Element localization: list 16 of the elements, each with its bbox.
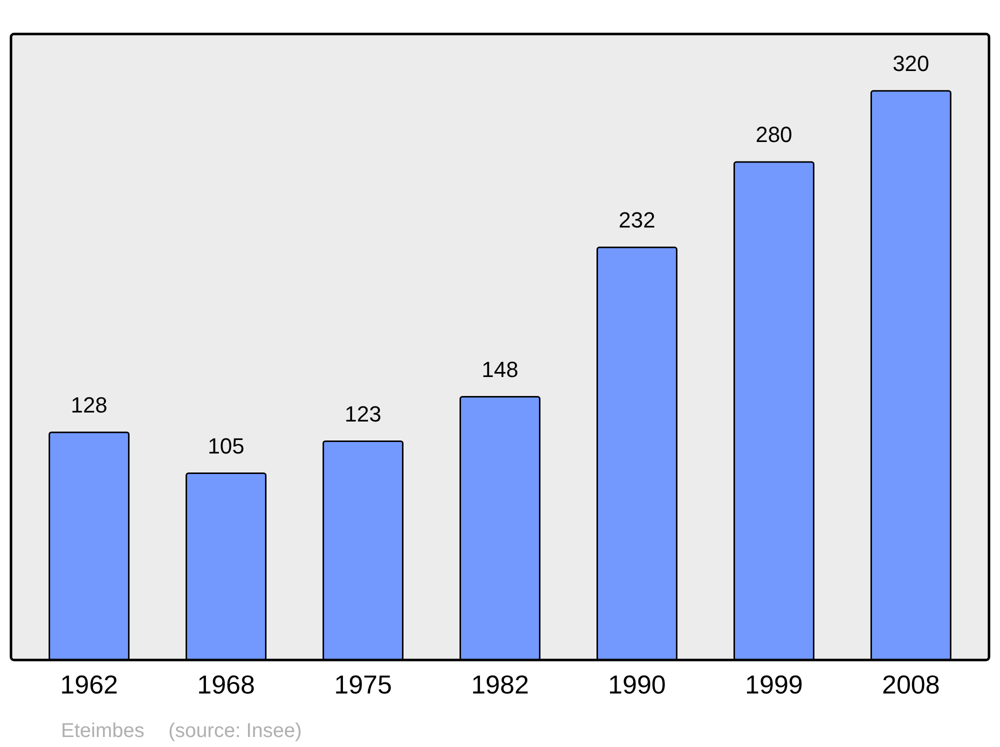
x-tick-label: 1975 <box>334 669 392 700</box>
data-label: 232 <box>618 207 656 232</box>
data-label: 280 <box>756 122 792 148</box>
data-label: 128 <box>70 392 108 418</box>
x-tick-label: 1982 <box>471 669 529 700</box>
x-tick-label: 1962 <box>60 669 118 700</box>
x-tick-label: 1999 <box>745 669 803 700</box>
data-label: 320 <box>892 50 930 76</box>
text: (source: Insee) <box>168 720 302 742</box>
data-label: 105 <box>208 433 244 458</box>
text: Eteimbes <box>61 720 144 742</box>
x-tick-label: 2008 <box>882 669 940 700</box>
x-tick-label: 1990 <box>608 669 666 700</box>
x-tick-label: 1968 <box>197 669 255 700</box>
data-label: 148 <box>482 356 518 382</box>
data-label: 123 <box>344 401 382 426</box>
